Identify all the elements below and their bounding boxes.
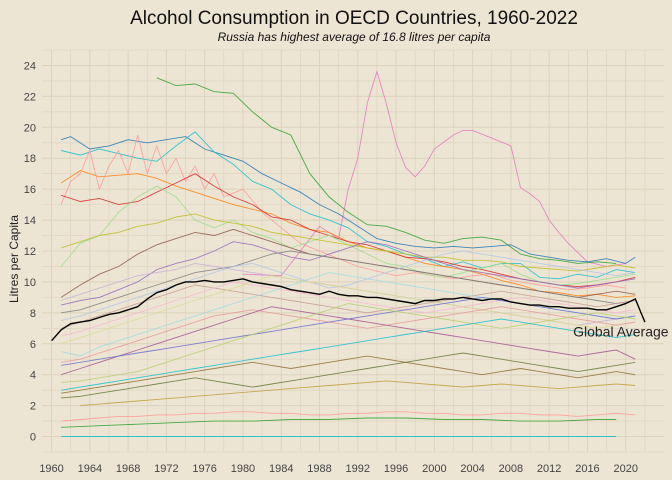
- x-tick-label: 2000: [422, 463, 446, 475]
- x-tick-label: 1984: [269, 463, 293, 475]
- y-tick-label: 22: [24, 91, 36, 103]
- x-tick-label: 1980: [231, 463, 255, 475]
- series-line: [60, 250, 636, 322]
- grid: [42, 49, 664, 453]
- chart-title: Alcohol Consumption in OECD Countries, 1…: [130, 8, 578, 29]
- series-line: [61, 250, 636, 314]
- y-tick-label: 2: [30, 401, 36, 413]
- y-tick-label: 10: [24, 277, 36, 289]
- y-tick-label: 16: [24, 184, 36, 196]
- global-average-annotation: Global Average: [573, 323, 669, 339]
- series-line: [61, 318, 636, 391]
- x-tick-label: 2020: [613, 463, 637, 475]
- y-tick-label: 6: [30, 339, 36, 351]
- y-tick-label: 0: [30, 432, 36, 444]
- y-tick-label: 8: [30, 308, 36, 320]
- series-line: [60, 241, 636, 306]
- series-line: [61, 411, 636, 422]
- x-tick-label: 1964: [78, 463, 102, 475]
- series-line: [60, 134, 626, 291]
- y-tick-label: 12: [24, 246, 36, 258]
- series-line: [60, 281, 636, 337]
- series-line: [61, 352, 636, 399]
- x-tick-label: 2008: [499, 463, 523, 475]
- x-tick-label: 2016: [575, 463, 599, 475]
- global-average-line: [51, 278, 646, 342]
- x-tick-label: 1976: [192, 463, 216, 475]
- series-line: [60, 131, 636, 280]
- series-line: [61, 355, 636, 394]
- series-line: [61, 417, 617, 428]
- series-line: [60, 275, 636, 345]
- series-line: [242, 70, 626, 277]
- x-tick-label: 2004: [460, 463, 484, 475]
- y-tick-label: 4: [30, 370, 36, 382]
- x-tick-label: 1992: [346, 463, 370, 475]
- series-line: [61, 303, 636, 383]
- series-layer: [60, 70, 636, 437]
- y-tick-label: 14: [24, 215, 36, 227]
- y-tick-label: 24: [24, 60, 36, 72]
- series-line: [156, 77, 617, 264]
- x-tick-label: 1960: [39, 463, 63, 475]
- y-tick-label: 18: [24, 153, 36, 165]
- x-tick-label: 1968: [116, 463, 140, 475]
- series-line: [80, 380, 636, 407]
- x-axis-ticks: 1960 1964 1968 1972 1976 1980 1984 1988 1992 1996…: [39, 463, 638, 475]
- x-tick-label: 1988: [307, 463, 331, 475]
- x-tick-label: 2012: [537, 463, 561, 475]
- y-axis-label: Litres per Capita: [7, 215, 21, 303]
- series-line: [60, 284, 636, 329]
- series-line: [61, 296, 636, 366]
- series-line: [60, 213, 636, 272]
- x-tick-label: 1972: [154, 463, 178, 475]
- x-tick-label: 1996: [384, 463, 408, 475]
- chart-subtitle: Russia has highest average of 16.8 litre…: [218, 30, 491, 44]
- series-line: [60, 136, 636, 264]
- global-average-layer: [51, 278, 646, 342]
- series-line: [61, 306, 636, 363]
- y-tick-label: 20: [24, 122, 36, 134]
